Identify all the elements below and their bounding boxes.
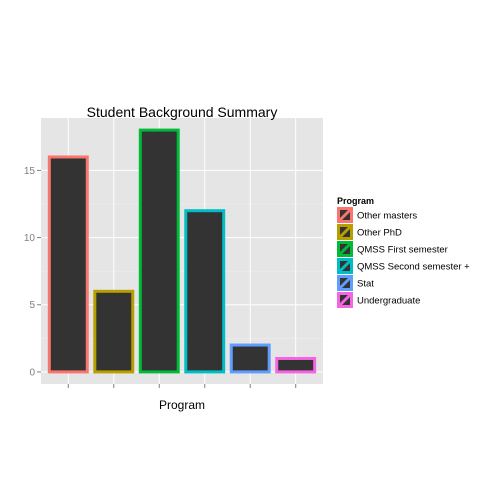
bar xyxy=(138,128,180,374)
legend-key-slash xyxy=(337,207,353,223)
y-tick-label: 10 xyxy=(24,233,36,244)
legend-item: Other PhD xyxy=(337,224,402,240)
y-tick-label: 15 xyxy=(24,166,36,177)
bars xyxy=(47,128,317,374)
bar xyxy=(275,356,317,374)
legend-key-slash xyxy=(337,258,353,274)
legend-label: Undergraduate xyxy=(357,296,420,307)
legend-key-slash xyxy=(337,275,353,291)
legend-title: Program xyxy=(337,196,374,206)
legend-key-slash xyxy=(337,241,353,257)
y-axis: 0 5 10 15 xyxy=(24,166,41,378)
legend-item: Other masters xyxy=(337,207,417,223)
bar xyxy=(229,343,271,374)
y-tick-label: 0 xyxy=(29,367,35,378)
legend: Program Other masters Other PhD QMSS First … xyxy=(337,196,470,308)
bar xyxy=(47,155,89,374)
bar xyxy=(184,209,226,374)
legend-label: QMSS First semester xyxy=(357,245,448,256)
legend-label: QMSS Second semester + xyxy=(357,262,470,273)
legend-key-slash xyxy=(337,224,353,240)
legend-key-slash xyxy=(337,292,353,308)
legend-label: Stat xyxy=(357,279,374,290)
legend-item: Stat xyxy=(337,275,374,291)
legend-item: QMSS First semester xyxy=(337,241,448,257)
legend-item: Undergraduate xyxy=(337,292,420,308)
x-axis-label: Program xyxy=(159,398,205,412)
legend-label: Other PhD xyxy=(357,228,402,239)
bar xyxy=(93,289,135,374)
legend-item: QMSS Second semester + xyxy=(337,258,470,274)
y-tick-label: 5 xyxy=(29,300,35,311)
chart-title: Student Background Summary xyxy=(87,104,278,120)
legend-label: Other masters xyxy=(357,211,417,222)
x-axis xyxy=(67,384,297,388)
